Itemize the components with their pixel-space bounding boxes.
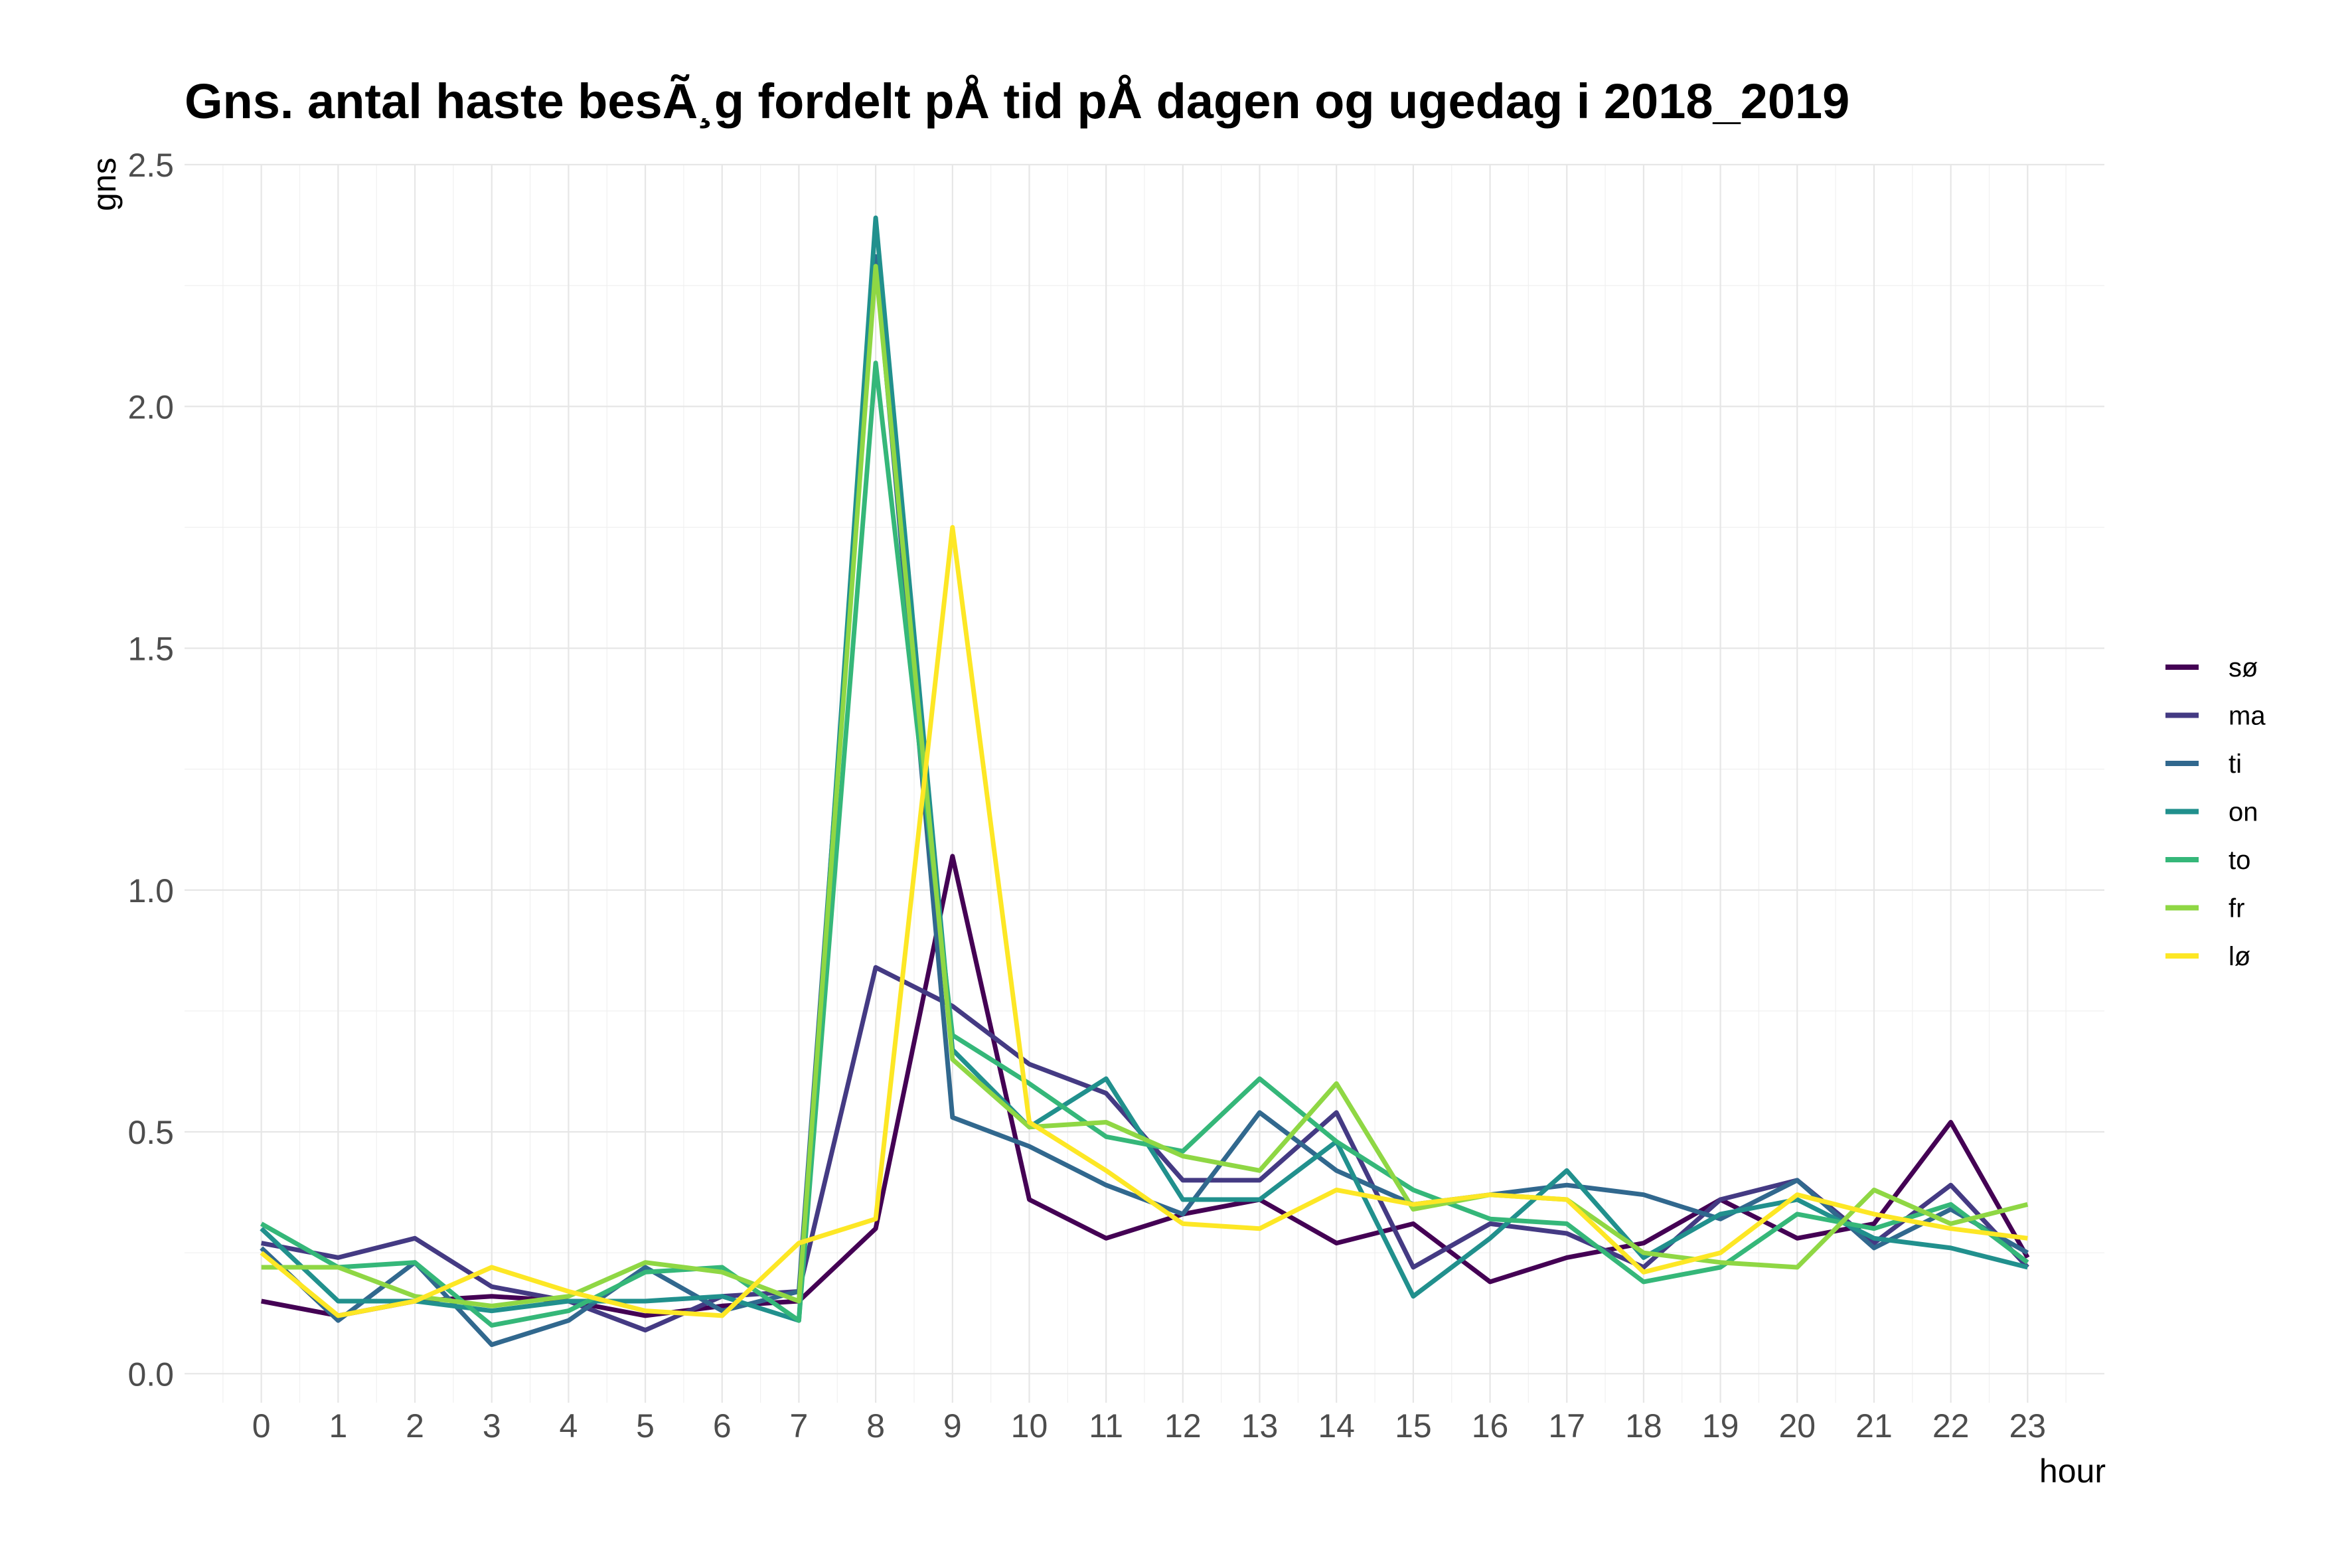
x-tick-label: 0 [252,1407,271,1445]
y-tick-label: 0.0 [127,1356,174,1393]
legend-label-fr: fr [2229,894,2244,923]
x-tick-label: 1 [329,1407,347,1445]
x-tick-label: 5 [636,1407,655,1445]
x-tick-label: 18 [1625,1407,1662,1445]
y-tick-label: 2.0 [127,388,174,426]
x-tick-label: 3 [483,1407,501,1445]
x-tick-label: 4 [559,1407,578,1445]
x-tick-label: 2 [406,1407,424,1445]
legend: sø ma ti on to fr lø [2165,653,2266,971]
series-line-lø [260,524,2028,1318]
x-tick-label: 20 [1778,1407,1816,1445]
x-axis-ticks: 0 1 2 3 4 5 6 7 8 9 10 11 12 13 14 15 16 17 18 19 20 21 22 23 [252,1407,2046,1445]
x-tick-label: 21 [1855,1407,1893,1445]
legend-label-sø: sø [2229,653,2258,682]
series-line-to [260,360,2029,1328]
y-tick-label: 2.5 [127,147,174,184]
legend-label-ti: ti [2229,749,2242,779]
x-tick-label: 9 [943,1407,962,1445]
legend-label-ma: ma [2229,702,2266,731]
x-tick-label: 12 [1164,1407,1202,1445]
x-tick-label: 11 [1089,1407,1123,1445]
x-tick-label: 10 [1011,1407,1048,1445]
y-axis-title: gns [86,157,123,211]
x-tick-label: 23 [2009,1407,2047,1445]
chart-title: Gns. antal haste besÃ¸g fordelt pÅ tid p… [185,74,1849,129]
x-tick-label: 14 [1318,1407,1355,1445]
x-tick-label: 7 [790,1407,809,1445]
x-axis-title: hour [2039,1452,2106,1490]
y-tick-label: 1.5 [127,631,174,668]
series-line-fr [261,264,2029,1308]
series-lines [260,215,2030,1348]
legend-label-on: on [2229,798,2258,827]
legend-label-lø: lø [2229,942,2250,971]
legend-label-to: to [2229,846,2250,875]
x-tick-label: 22 [1932,1407,1970,1445]
x-tick-label: 6 [713,1407,732,1445]
x-tick-label: 15 [1395,1407,1432,1445]
x-tick-label: 16 [1472,1407,1509,1445]
x-tick-label: 17 [1548,1407,1585,1445]
y-tick-label: 0.5 [127,1114,174,1151]
x-tick-label: 8 [866,1407,885,1445]
x-tick-label: 13 [1241,1407,1279,1445]
y-tick-label: 1.0 [127,872,174,909]
y-axis-ticks: 0.0 0.5 1.0 1.5 2.0 2.5 [127,147,174,1393]
x-tick-label: 19 [1702,1407,1739,1445]
